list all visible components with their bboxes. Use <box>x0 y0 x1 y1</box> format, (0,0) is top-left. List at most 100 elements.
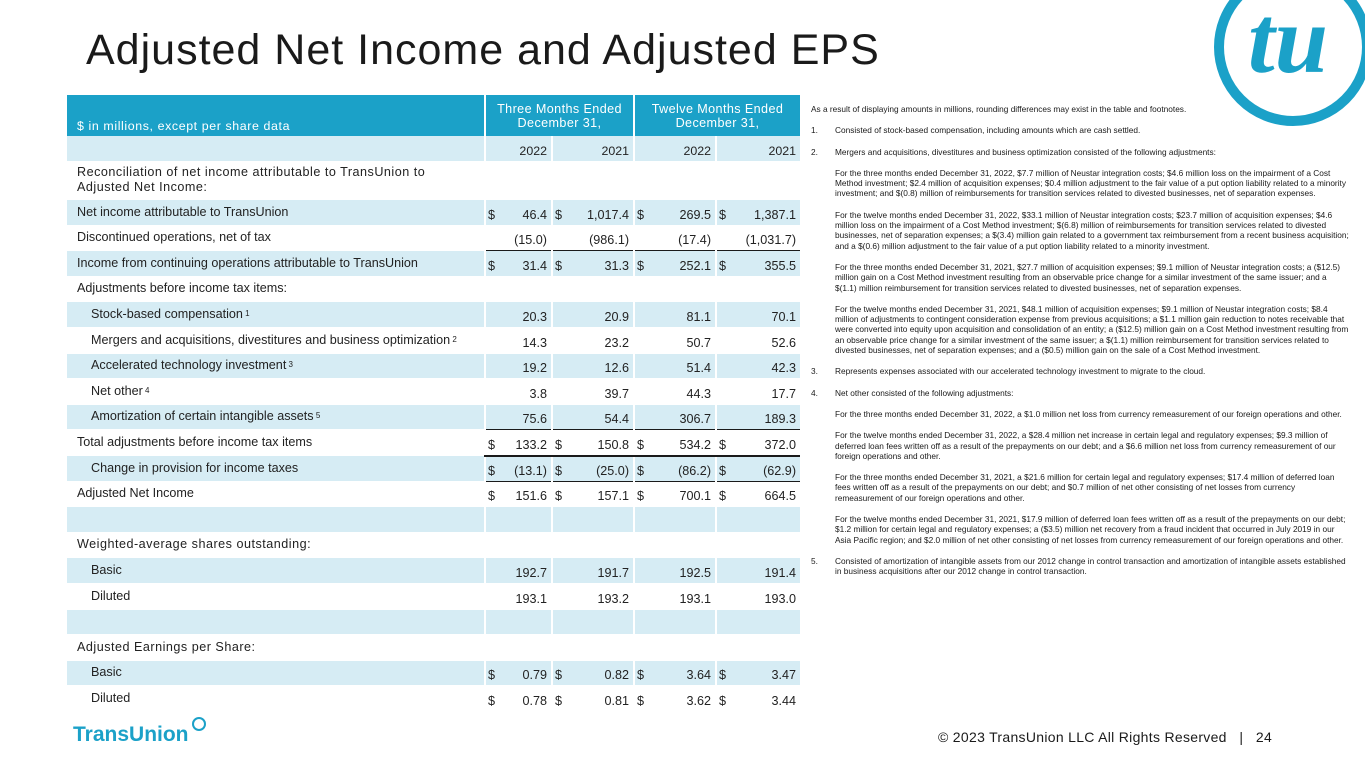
table-row: Stock-based compensation 1 20.3 20.9 81.1 70… <box>67 301 801 329</box>
value: 3.47 <box>771 668 797 683</box>
row-label-text: Net other <box>91 383 143 398</box>
value-cell <box>633 634 717 661</box>
value: 193.0 <box>764 591 797 606</box>
value-cell: $ (13.1) <box>484 455 552 482</box>
table-row: Net income attributable to TransUnion $46… <box>67 199 801 226</box>
row-label: Net other 4 <box>67 378 485 405</box>
value-cell: 14.3 <box>484 327 552 354</box>
currency-symbol: $ <box>637 489 645 504</box>
value-cell: $3.47 <box>715 660 801 687</box>
value-cell: 192.7 <box>484 557 552 584</box>
value: 0.82 <box>604 668 630 683</box>
value: 133.2 <box>515 437 547 452</box>
footnote-number: 1. <box>811 125 818 136</box>
value: 54.4 <box>604 412 630 427</box>
table-row: Diluted $0.78 $0.81 $3.62 $3.44 <box>67 685 801 712</box>
row-label: Accelerated technology investment 3 <box>67 353 485 380</box>
footer: © 2023 TransUnion LLC All Rights Reserve… <box>938 729 1272 745</box>
row-label-text: Total adjustments before income tax item… <box>77 435 313 450</box>
value-cell: $157.1 <box>550 481 635 508</box>
value-cell: 189.3 <box>715 404 801 431</box>
currency-symbol: $ <box>637 668 645 683</box>
row-label: Income from continuing operations attrib… <box>67 250 485 277</box>
footnote-4: 4. Net other consisted of the following a… <box>811 388 1349 398</box>
value-cell: $700.1 <box>633 481 717 508</box>
group-header-twelve-months: Twelve Months Ended December 31, <box>633 95 801 136</box>
value-cell: 51.4 <box>633 353 717 380</box>
value: 44.3 <box>686 386 712 401</box>
value: 372.0 <box>764 437 797 452</box>
value-cell: 70.1 <box>715 301 801 329</box>
value-cell: 20.9 <box>550 301 635 329</box>
value-cell: $0.78 <box>484 685 552 712</box>
row-label: Adjusted Earnings per Share: <box>67 634 485 661</box>
currency-symbol: $ <box>555 258 563 273</box>
currency-symbol: $ <box>719 258 727 273</box>
value: 0.78 <box>522 693 547 708</box>
value: 191.7 <box>597 566 630 580</box>
year-header-row: 2022 2021 2022 2021 <box>67 136 801 163</box>
value-cell <box>715 634 801 661</box>
value: (25.0) <box>596 463 630 478</box>
value: 0.81 <box>604 693 630 708</box>
value-cell <box>715 532 801 559</box>
value: 193.1 <box>679 591 712 606</box>
table-row <box>67 609 801 636</box>
value-cell: 17.7 <box>715 378 801 405</box>
transunion-wordmark: TransUnion <box>73 723 189 746</box>
value-cell: 3.8 <box>484 378 552 405</box>
value-cell: 193.1 <box>633 583 717 610</box>
value: 3.64 <box>686 668 712 683</box>
currency-symbol: $ <box>637 207 645 222</box>
svg-text:tu: tu <box>1248 0 1328 93</box>
currency-symbol: $ <box>637 693 645 708</box>
footnote-4a: For the three months ended December 31, … <box>835 408 1342 419</box>
adjusted-net-income-table: $ in millions, except per share data Thr… <box>67 95 801 712</box>
value-cell <box>550 532 635 559</box>
year-header: 2021 <box>550 136 635 163</box>
value-cell: $3.64 <box>633 660 717 687</box>
value-cell: 42.3 <box>715 353 801 380</box>
currency-symbol: $ <box>555 489 563 504</box>
transunion-logo: TransUnion <box>73 717 206 746</box>
currency-symbol: $ <box>488 437 496 452</box>
footnote-text: Net other consisted of the following adj… <box>835 387 1014 398</box>
row-label: Total adjustments before income tax item… <box>67 429 485 457</box>
value-cell: (1,031.7) <box>715 225 801 252</box>
table-row: Discontinued operations, net of tax (15.0… <box>67 225 801 252</box>
value: 664.5 <box>764 489 797 504</box>
table-row: Income from continuing operations attrib… <box>67 250 801 277</box>
row-label: Basic <box>67 557 485 584</box>
row-label: Adjusted Net Income <box>67 481 485 508</box>
table-row: Amortization of certain intangible asset… <box>67 404 801 431</box>
footnote-2a: For the three months ended December 31, … <box>835 167 1346 199</box>
table-row: Reconciliation of net income attributabl… <box>67 161 801 201</box>
footnote-number: 4. <box>811 387 818 398</box>
value-cell: $372.0 <box>715 429 801 457</box>
value: 75.6 <box>522 412 547 427</box>
table-row: Adjusted Net Income $151.6 $157.1 $700.1 $66… <box>67 481 801 508</box>
value-cell <box>715 609 801 636</box>
footnote-3: 3. Represents expenses associated with ou… <box>811 366 1349 376</box>
value-cell: $3.44 <box>715 685 801 712</box>
row-label-text: Adjusted Earnings per Share: <box>77 639 256 654</box>
row-label-text: Adjusted Net Income <box>77 486 194 501</box>
footnote-2: 2. Mergers and acquisitions, divestitures… <box>811 147 1349 157</box>
value-cell: (15.0) <box>484 225 552 252</box>
currency-symbol: $ <box>637 258 645 273</box>
currency-symbol: $ <box>719 437 727 452</box>
value: 39.7 <box>604 386 630 401</box>
footnote-4d: For the twelve months ended December 31,… <box>835 514 1346 545</box>
value: 355.5 <box>764 258 797 273</box>
footnote-2d: For the twelve months ended December 31,… <box>835 303 1349 356</box>
currency-symbol: $ <box>719 668 727 683</box>
value: 3.62 <box>686 693 712 708</box>
transunion-tu-icon: tu <box>1214 0 1365 126</box>
value-cell: $31.4 <box>484 250 552 277</box>
currency-symbol: $ <box>637 463 645 478</box>
value: 0.79 <box>522 668 547 683</box>
footnote-ref: 3 <box>286 360 293 370</box>
footnote-ref: 1 <box>242 309 250 319</box>
footnote-ref: 4 <box>142 385 150 395</box>
table-row: Mergers and acquisitions, divestitures a… <box>67 327 801 354</box>
